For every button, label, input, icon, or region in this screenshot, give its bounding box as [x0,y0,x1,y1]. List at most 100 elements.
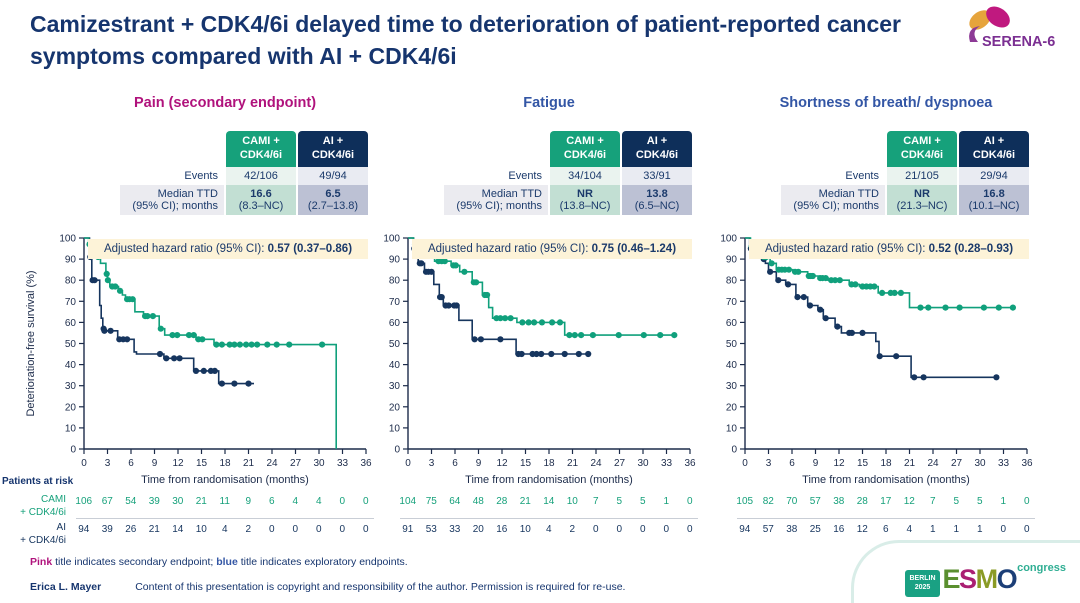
at-risk-count: 6 [268,496,275,507]
at-risk-row-cami: 106 67 54 39 30 21 11 9 6 4 4 0 0 [72,496,378,507]
at-risk-count: 0 [1000,524,1007,535]
svg-text:21: 21 [904,458,916,469]
svg-text:6: 6 [789,458,795,469]
at-risk-count: 91 [402,524,414,535]
at-risk-count: 9 [245,496,252,507]
x-axis-label: Time from randomisation (months) [465,474,633,486]
at-risk-count: 0 [639,524,646,535]
svg-text:24: 24 [590,458,602,469]
median-ci-cami: (21.3–NC) [896,199,948,212]
hr-value: 0.75 (0.46–1.24) [591,243,677,255]
hazard-ratio-pain: Adjusted hazard ratio (95% CI): 0.57 (0.… [88,239,368,259]
col-header-cami: CAMI + CDK4/6i [226,131,296,167]
svg-text:70: 70 [389,297,401,308]
logo-text: SERENA-6 [982,34,1055,50]
at-risk-count: 5 [953,496,960,507]
svg-text:30: 30 [313,458,325,469]
km-curve-cami [84,237,337,449]
at-risk-count: 94 [78,524,90,535]
footnote-blue-word: blue [216,556,238,568]
at-risk-count: 6 [882,524,889,535]
median-value-ai: 16.8 (10.1–NC) [959,184,1029,215]
x-axis-label: Time from randomisation (months) [802,474,970,486]
at-risk-row-ai: 94 39 26 21 14 10 4 2 0 0 0 0 0 [72,524,378,535]
at-risk-separator [737,518,1035,519]
esmo-congress-text: congress [1017,562,1066,575]
svg-text:80: 80 [65,276,77,287]
esmo-berlin-badge: BERLIN 2025 [905,570,940,597]
median-value-ai: 13.8 (6.5–NC) [622,184,692,215]
at-risk-count: 0 [1023,496,1030,507]
median-ai: 6.5 [325,187,341,200]
col-header-cami: CAMI + CDK4/6i [887,131,957,167]
svg-text:36: 36 [1021,458,1033,469]
at-risk-count: 12 [903,496,915,507]
svg-text:33: 33 [998,458,1010,469]
svg-text:9: 9 [152,458,158,469]
events-label: Events [845,169,879,182]
events-value-cami: 34/104 [550,166,620,185]
at-risk-count: 14 [543,496,555,507]
at-risk-count: 38 [786,524,798,535]
at-risk-count: 0 [663,524,670,535]
svg-text:24: 24 [927,458,939,469]
median-label: Median TTD (95% CI); months [444,184,548,215]
serena-6-logo: SERENA-6 [969,6,1055,50]
at-risk-separator [76,518,374,519]
svg-text:80: 80 [726,276,738,287]
at-risk-count: 67 [101,496,113,507]
svg-text:90: 90 [65,255,77,266]
svg-text:0: 0 [394,445,400,456]
summary-table-dyspnoea: CAMI + CDK4/6i AI + CDK4/6i Events 21/10… [781,131,1029,215]
at-risk-count: 28 [856,496,868,507]
svg-text:30: 30 [65,381,77,392]
svg-text:20: 20 [65,402,77,413]
at-risk-count: 33 [449,524,461,535]
at-risk-count: 0 [616,524,623,535]
svg-text:90: 90 [389,255,401,266]
footnote-text-1: title indicates secondary endpoint; [52,556,217,568]
footnote-text-2: title indicates exploratory endpoints. [237,556,408,568]
at-risk-count: 0 [292,524,299,535]
summary-table-pain: CAMI + CDK4/6i AI + CDK4/6i Events 42/10… [120,131,368,215]
median-ci-ai: (10.1–NC) [968,199,1020,212]
at-risk-count: 21 [519,496,531,507]
table-corner [444,146,548,152]
svg-text:50: 50 [726,339,738,350]
author-line: Erica L. Mayer Content of this presentati… [30,581,625,593]
svg-text:21: 21 [567,458,579,469]
svg-text:40: 40 [389,360,401,371]
at-risk-count: 0 [686,524,693,535]
svg-text:100: 100 [383,234,400,245]
svg-text:27: 27 [290,458,302,469]
at-risk-row-ai: 94 57 38 25 16 12 6 4 1 1 1 0 0 [733,524,1039,535]
svg-text:50: 50 [65,339,77,350]
at-risk-count: 57 [809,496,821,507]
median-value-cami: NR (21.3–NC) [887,184,957,215]
at-risk-count: 82 [762,496,774,507]
at-risk-count: 0 [686,496,693,507]
at-risk-separator [400,518,698,519]
hr-label: Adjusted hazard ratio (95% CI): [764,243,926,255]
author-name: Erica L. Mayer [30,581,102,593]
table-corner [120,146,224,152]
at-risk-count: 0 [1023,524,1030,535]
svg-text:27: 27 [951,458,963,469]
panel-pain: 0 10 20 30 40 50 60 70 80 90 100 0 3 6 9 12 15 18 21 24 27 30… [20,95,374,557]
svg-text:60: 60 [65,318,77,329]
svg-text:20: 20 [389,402,401,413]
median-ci-ai: (6.5–NC) [634,199,680,212]
at-risk-count: 0 [592,524,599,535]
at-risk-count: 1 [929,524,936,535]
svg-text:18: 18 [543,458,555,469]
at-risk-count: 4 [545,524,552,535]
at-risk-count: 16 [833,524,845,535]
esmo-wordmark: ESMO [942,564,1018,595]
at-risk-count: 70 [786,496,798,507]
footnote: Pink title indicates secondary endpoint;… [30,556,408,568]
hazard-ratio-dyspnoea: Adjusted hazard ratio (95% CI): 0.52 (0.… [749,239,1029,259]
logo-petal-purple [969,26,980,42]
at-risk-count: 17 [880,496,892,507]
